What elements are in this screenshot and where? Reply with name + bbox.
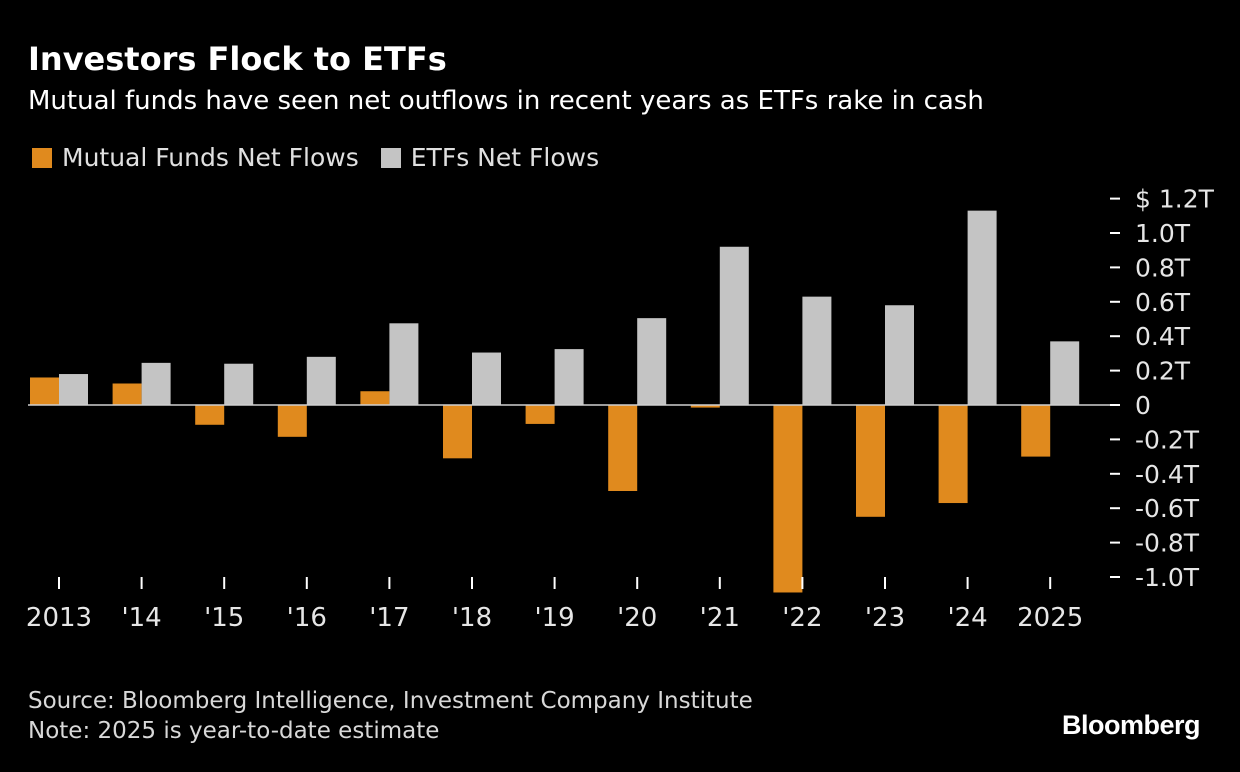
bar-etfs-3 [306,356,336,405]
bloomberg-logo: Bloomberg [1061,710,1201,740]
y-tick-label-5: 0.2T [1135,357,1191,386]
bar-etfs-4 [389,323,419,405]
bar-mutual-funds-5 [443,405,472,459]
bar-etfs-12 [1050,341,1080,405]
bar-mutual-funds-9 [773,405,803,593]
bar-etfs-2 [224,363,254,405]
x-tick-label-11: '24 [947,603,987,633]
bar-etfs-11 [967,210,997,405]
y-tick-label-2: 0.8T [1135,253,1191,282]
bar-etfs-7 [637,318,667,405]
legend-swatch-mutual-funds [32,147,52,168]
legend-item-mutual-funds: Mutual Funds Net Flows [32,143,359,172]
x-tick-label-0: 2013 [26,603,92,633]
bar-mutual-funds-2 [195,405,225,425]
x-tick-label-10: '23 [865,603,905,633]
x-tick-label-2: '15 [204,603,244,633]
bar-etfs-5 [472,352,501,405]
bar-etfs-6 [554,349,584,405]
y-tick-label-10: -0.8T [1135,529,1200,558]
x-tick-label-1: '14 [121,603,161,633]
bar-mutual-funds-8 [690,405,720,408]
chart-title: Investors Flock to ETFs [28,40,447,78]
bar-mutual-funds-10 [856,405,885,517]
x-tick-label-12: 2025 [1017,603,1083,633]
bar-etfs-1 [141,362,171,405]
bar-mutual-funds-7 [608,405,638,491]
y-tick-label-9: -0.6T [1135,494,1200,523]
legend-label-etfs: ETFs Net Flows [410,143,600,172]
y-tick-label-8: -0.4T [1135,460,1200,489]
x-tick-label-6: '19 [534,603,574,633]
bar-mutual-funds-3 [277,405,307,437]
legend-item-etfs: ETFs Net Flows [380,143,600,172]
x-tick-label-5: '18 [452,603,492,633]
bar-etfs-9 [802,296,832,405]
y-tick-label-3: 0.6T [1135,288,1191,317]
x-tick-label-3: '16 [287,603,327,633]
bar-etfs-0 [59,374,88,405]
chart-subtitle: Mutual funds have seen net outflows in r… [28,86,984,116]
x-tick-label-7: '20 [617,603,657,633]
x-tick-label-4: '17 [369,603,409,633]
bar-mutual-funds-1 [112,383,142,405]
y-tick-label-0: $ 1.2T [1135,185,1215,214]
bar-mutual-funds-6 [525,405,555,424]
bar-mutual-funds-11 [938,405,968,504]
y-tick-label-6: 0 [1135,391,1151,420]
chart-legend: Mutual Funds Net Flows ETFs Net Flows [32,143,621,172]
x-tick-label-9: '22 [782,603,822,633]
y-tick-label-4: 0.4T [1135,322,1191,351]
legend-swatch-etfs [380,147,401,168]
bar-mutual-funds-12 [1021,405,1051,457]
bar-mutual-funds-4 [360,391,390,405]
footnote: Note: 2025 is year-to-date estimate [28,718,440,744]
x-tick-label-8: '21 [700,603,740,633]
bar-etfs-8 [719,246,749,405]
bar-mutual-funds-0 [30,377,59,405]
y-tick-label-11: -1.0T [1135,563,1200,592]
legend-label-mutual-funds: Mutual Funds Net Flows [62,143,359,172]
source-note: Source: Bloomberg Intelligence, Investme… [28,688,753,714]
bar-etfs-10 [885,305,914,405]
y-tick-label-7: -0.2T [1135,425,1200,454]
y-tick-label-1: 1.0T [1135,219,1191,248]
